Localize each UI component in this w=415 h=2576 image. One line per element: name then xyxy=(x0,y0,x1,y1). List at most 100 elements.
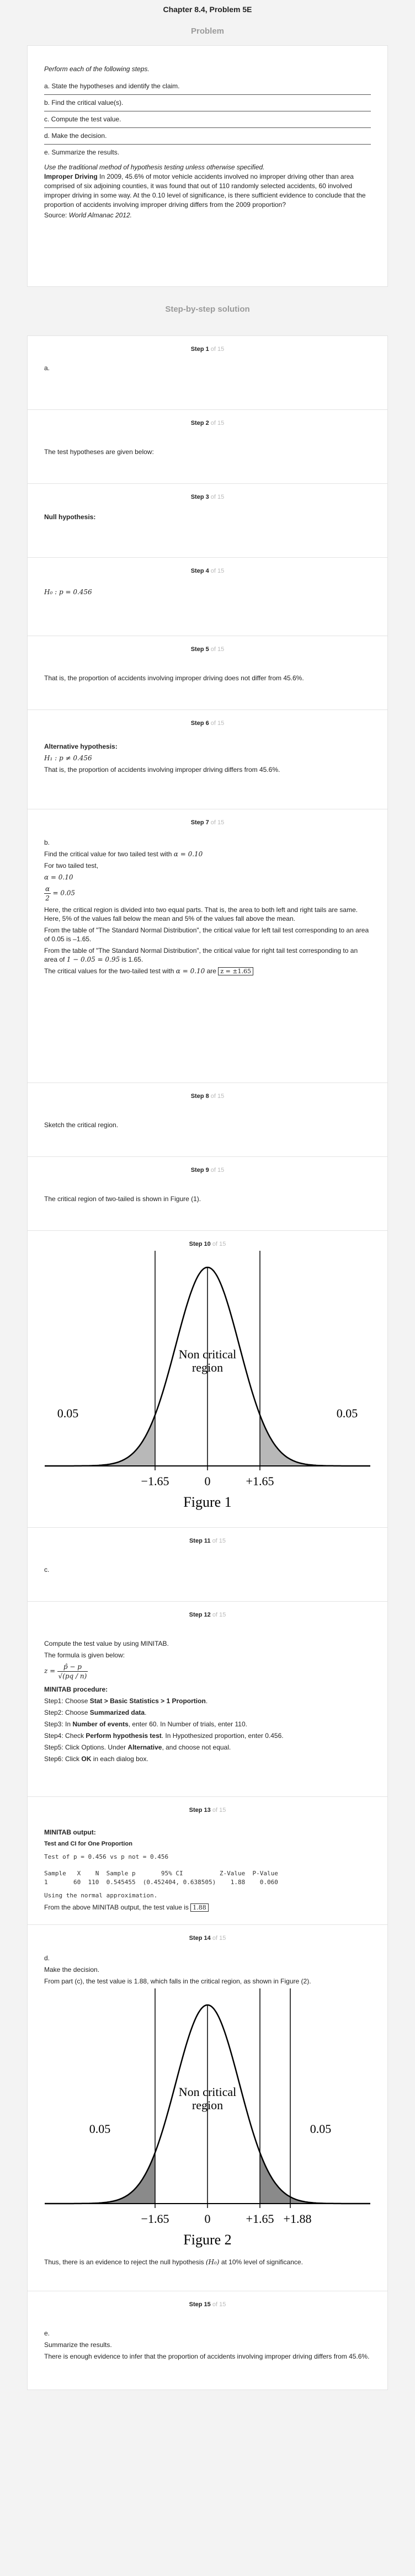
text-end: is 1.65. xyxy=(120,956,143,963)
region-label-1: Non critical xyxy=(179,2085,236,2099)
step-14-line2: From part (c), the test value is 1.88, w… xyxy=(44,1977,311,1985)
step-8-text: Sketch the critical region. xyxy=(44,1121,119,1129)
tick-label-neg: −1.65 xyxy=(141,2212,169,2226)
part-d: d. Make the decision. xyxy=(44,128,371,145)
step-11-text: c. xyxy=(44,1566,50,1574)
step-10-label: Step 10 of 15 xyxy=(44,1241,371,1247)
step-9-card: Step 9 of 15 The critical region of two-… xyxy=(27,1156,388,1233)
step-number: Step 15 xyxy=(189,2301,211,2308)
alpha-half-value: = 0.05 xyxy=(52,889,76,897)
step-number: Step 12 xyxy=(189,1612,211,1618)
figure-caption: Figure 1 xyxy=(183,1494,231,1510)
part-c: c. Compute the test value. xyxy=(44,111,371,128)
tick-label-test: +1.88 xyxy=(284,2212,312,2226)
region-label-2: region xyxy=(192,2098,223,2112)
text-end: at 10% level of significance. xyxy=(219,2258,303,2266)
text: The critical values for the two-tailed t… xyxy=(44,967,174,975)
step-13-label: Step 13 of 15 xyxy=(44,1807,371,1814)
tail-label-left: 0.05 xyxy=(57,1406,79,1420)
text-mid: are xyxy=(205,967,219,975)
step-9-text: The critical region of two-tailed is sho… xyxy=(44,1195,201,1203)
step-9-label: Step 9 of 15 xyxy=(44,1167,371,1174)
minitab-procedure-heading: MINITAB procedure: xyxy=(44,1686,108,1693)
step-2-label: Step 2 of 15 xyxy=(44,420,371,426)
frac-den: √(pq / n) xyxy=(58,1672,87,1680)
frac-num: p̂ − p xyxy=(57,1662,88,1672)
step-7-label: Step 7 of 15 xyxy=(44,819,371,826)
part-a: a. State the hypotheses and identify the… xyxy=(44,78,371,95)
minitab-output-title: Test and CI for One Proportion xyxy=(44,1841,132,1847)
step-of: of 15 xyxy=(210,1093,225,1100)
step-number: Step 5 xyxy=(190,646,209,653)
step-5-text: That is, the proportion of accidents inv… xyxy=(44,674,304,682)
step-number: Step 13 xyxy=(189,1807,211,1814)
step-6-card: Step 6 of 15 Alternative hypothesis: H₁ … xyxy=(27,710,388,811)
region-label-1: Non critical xyxy=(179,1347,236,1361)
z-fraction: p̂ − p √(pq / n) xyxy=(57,1662,88,1681)
step-14-part: d. xyxy=(44,1954,50,1962)
problem-title: Improper Driving xyxy=(44,173,98,180)
step-of: of 15 xyxy=(210,819,225,826)
post: in each dialog box. xyxy=(91,1755,148,1763)
page: Chapter 8.4, Problem 5E Problem Perform … xyxy=(0,0,415,2390)
tail-label-right: 0.05 xyxy=(337,1406,358,1420)
bold: Alternative xyxy=(127,1743,162,1751)
step-12-line1: Compute the test value by using MINITAB. xyxy=(44,1640,169,1647)
step-5-label: Step 5 of 15 xyxy=(44,646,371,653)
problem-card: Perform each of the following steps. a. … xyxy=(27,45,388,287)
step-15-line1: Summarize the results. xyxy=(44,2341,112,2349)
bold: Summarized data xyxy=(89,1709,145,1716)
step-of: of 15 xyxy=(212,1538,226,1544)
step-6-text: That is, the proportion of accidents inv… xyxy=(44,766,280,774)
step-15-card: Step 15 of 15 e. Summarize the results. … xyxy=(27,2291,388,2390)
step-of: of 15 xyxy=(210,346,225,353)
pre: In xyxy=(63,1720,73,1728)
output-test-line: Test of p = 0.456 vs p not = 0.456 xyxy=(44,1853,169,1860)
figure-1: Non critical region 0.05 0.05 −1.65 0 +1… xyxy=(44,1251,371,1516)
step-number: Step 10 xyxy=(189,1241,211,1247)
step-8-label: Step 8 of 15 xyxy=(44,1093,371,1100)
step-12-label: Step 12 of 15 xyxy=(44,1612,371,1618)
step-number: Step 8 xyxy=(190,1093,209,1100)
step-7-line4: From the table of "The Standard Normal D… xyxy=(44,926,369,943)
test-value-line: From the above MINITAB output, the test … xyxy=(44,1903,371,1912)
problem-text: In 2009, 45.6% of motor vehicle accident… xyxy=(44,173,366,209)
tick-label-zero: 0 xyxy=(205,1474,211,1488)
problem-heading: Problem xyxy=(190,26,224,36)
step-12-card: Step 12 of 15 Compute the test value by … xyxy=(27,1601,388,1799)
step-14-label: Step 14 of 15 xyxy=(44,1935,371,1942)
step-2-card: Step 2 of 15 The test hypotheses are giv… xyxy=(27,409,388,486)
figure-2-svg: Non critical region 0.05 0.05 −1.65 0 +1… xyxy=(45,1988,370,2248)
step-number: Step 6 xyxy=(190,720,209,727)
alpha-equation: α = 0.10 xyxy=(44,873,73,881)
null-symbol: (H₀) xyxy=(205,2258,220,2266)
step-15-label: Step 15 of 15 xyxy=(44,2301,371,2308)
step-of: of 15 xyxy=(210,646,225,653)
step-4-label: Step 4 of 15 xyxy=(44,568,371,574)
tail-label-right: 0.05 xyxy=(310,2122,332,2136)
step-6-label: Step 6 of 15 xyxy=(44,720,371,727)
step-7-line6: The critical values for the two-tailed t… xyxy=(44,967,371,976)
label: Step5: xyxy=(44,1743,63,1751)
step-7-line2: For two tailed test, xyxy=(44,862,99,870)
problem-intro: Perform each of the following steps. xyxy=(44,65,150,73)
proc-step-4: Step4: Check Perform hypothesis test. In… xyxy=(44,1731,371,1740)
output-data-row: 1 60 110 0.545455 (0.452404, 0.638505) 1… xyxy=(44,1879,278,1886)
step-number: Step 14 xyxy=(189,1935,211,1942)
label: Step3: xyxy=(44,1720,63,1728)
proc-step-3: Step3: In Number of events, enter 60. In… xyxy=(44,1720,371,1729)
step-of: of 15 xyxy=(210,1167,225,1174)
step-14-card: Step 14 of 15 d. Make the decision. From… xyxy=(27,1924,388,2293)
step-number: Step 7 xyxy=(190,819,209,826)
frac-den: 2 xyxy=(45,894,50,902)
bold: Number of events xyxy=(72,1720,129,1728)
step-15-part: e. xyxy=(44,2329,50,2337)
post: , enter 60. In Number of trials, enter 1… xyxy=(128,1720,247,1728)
critical-values-box: z = ±1.65 xyxy=(218,967,254,975)
proc-step-6: Step6: Click OK in each dialog box. xyxy=(44,1754,371,1763)
step-14-line1: Make the decision. xyxy=(44,1966,100,1974)
proc-step-5: Step5: Click Options. Under Alternative,… xyxy=(44,1743,371,1752)
step-10-card: Step 10 of 15 Non critical region 0.05 0… xyxy=(27,1230,388,1529)
bold: Perform hypothesis test xyxy=(86,1732,162,1740)
